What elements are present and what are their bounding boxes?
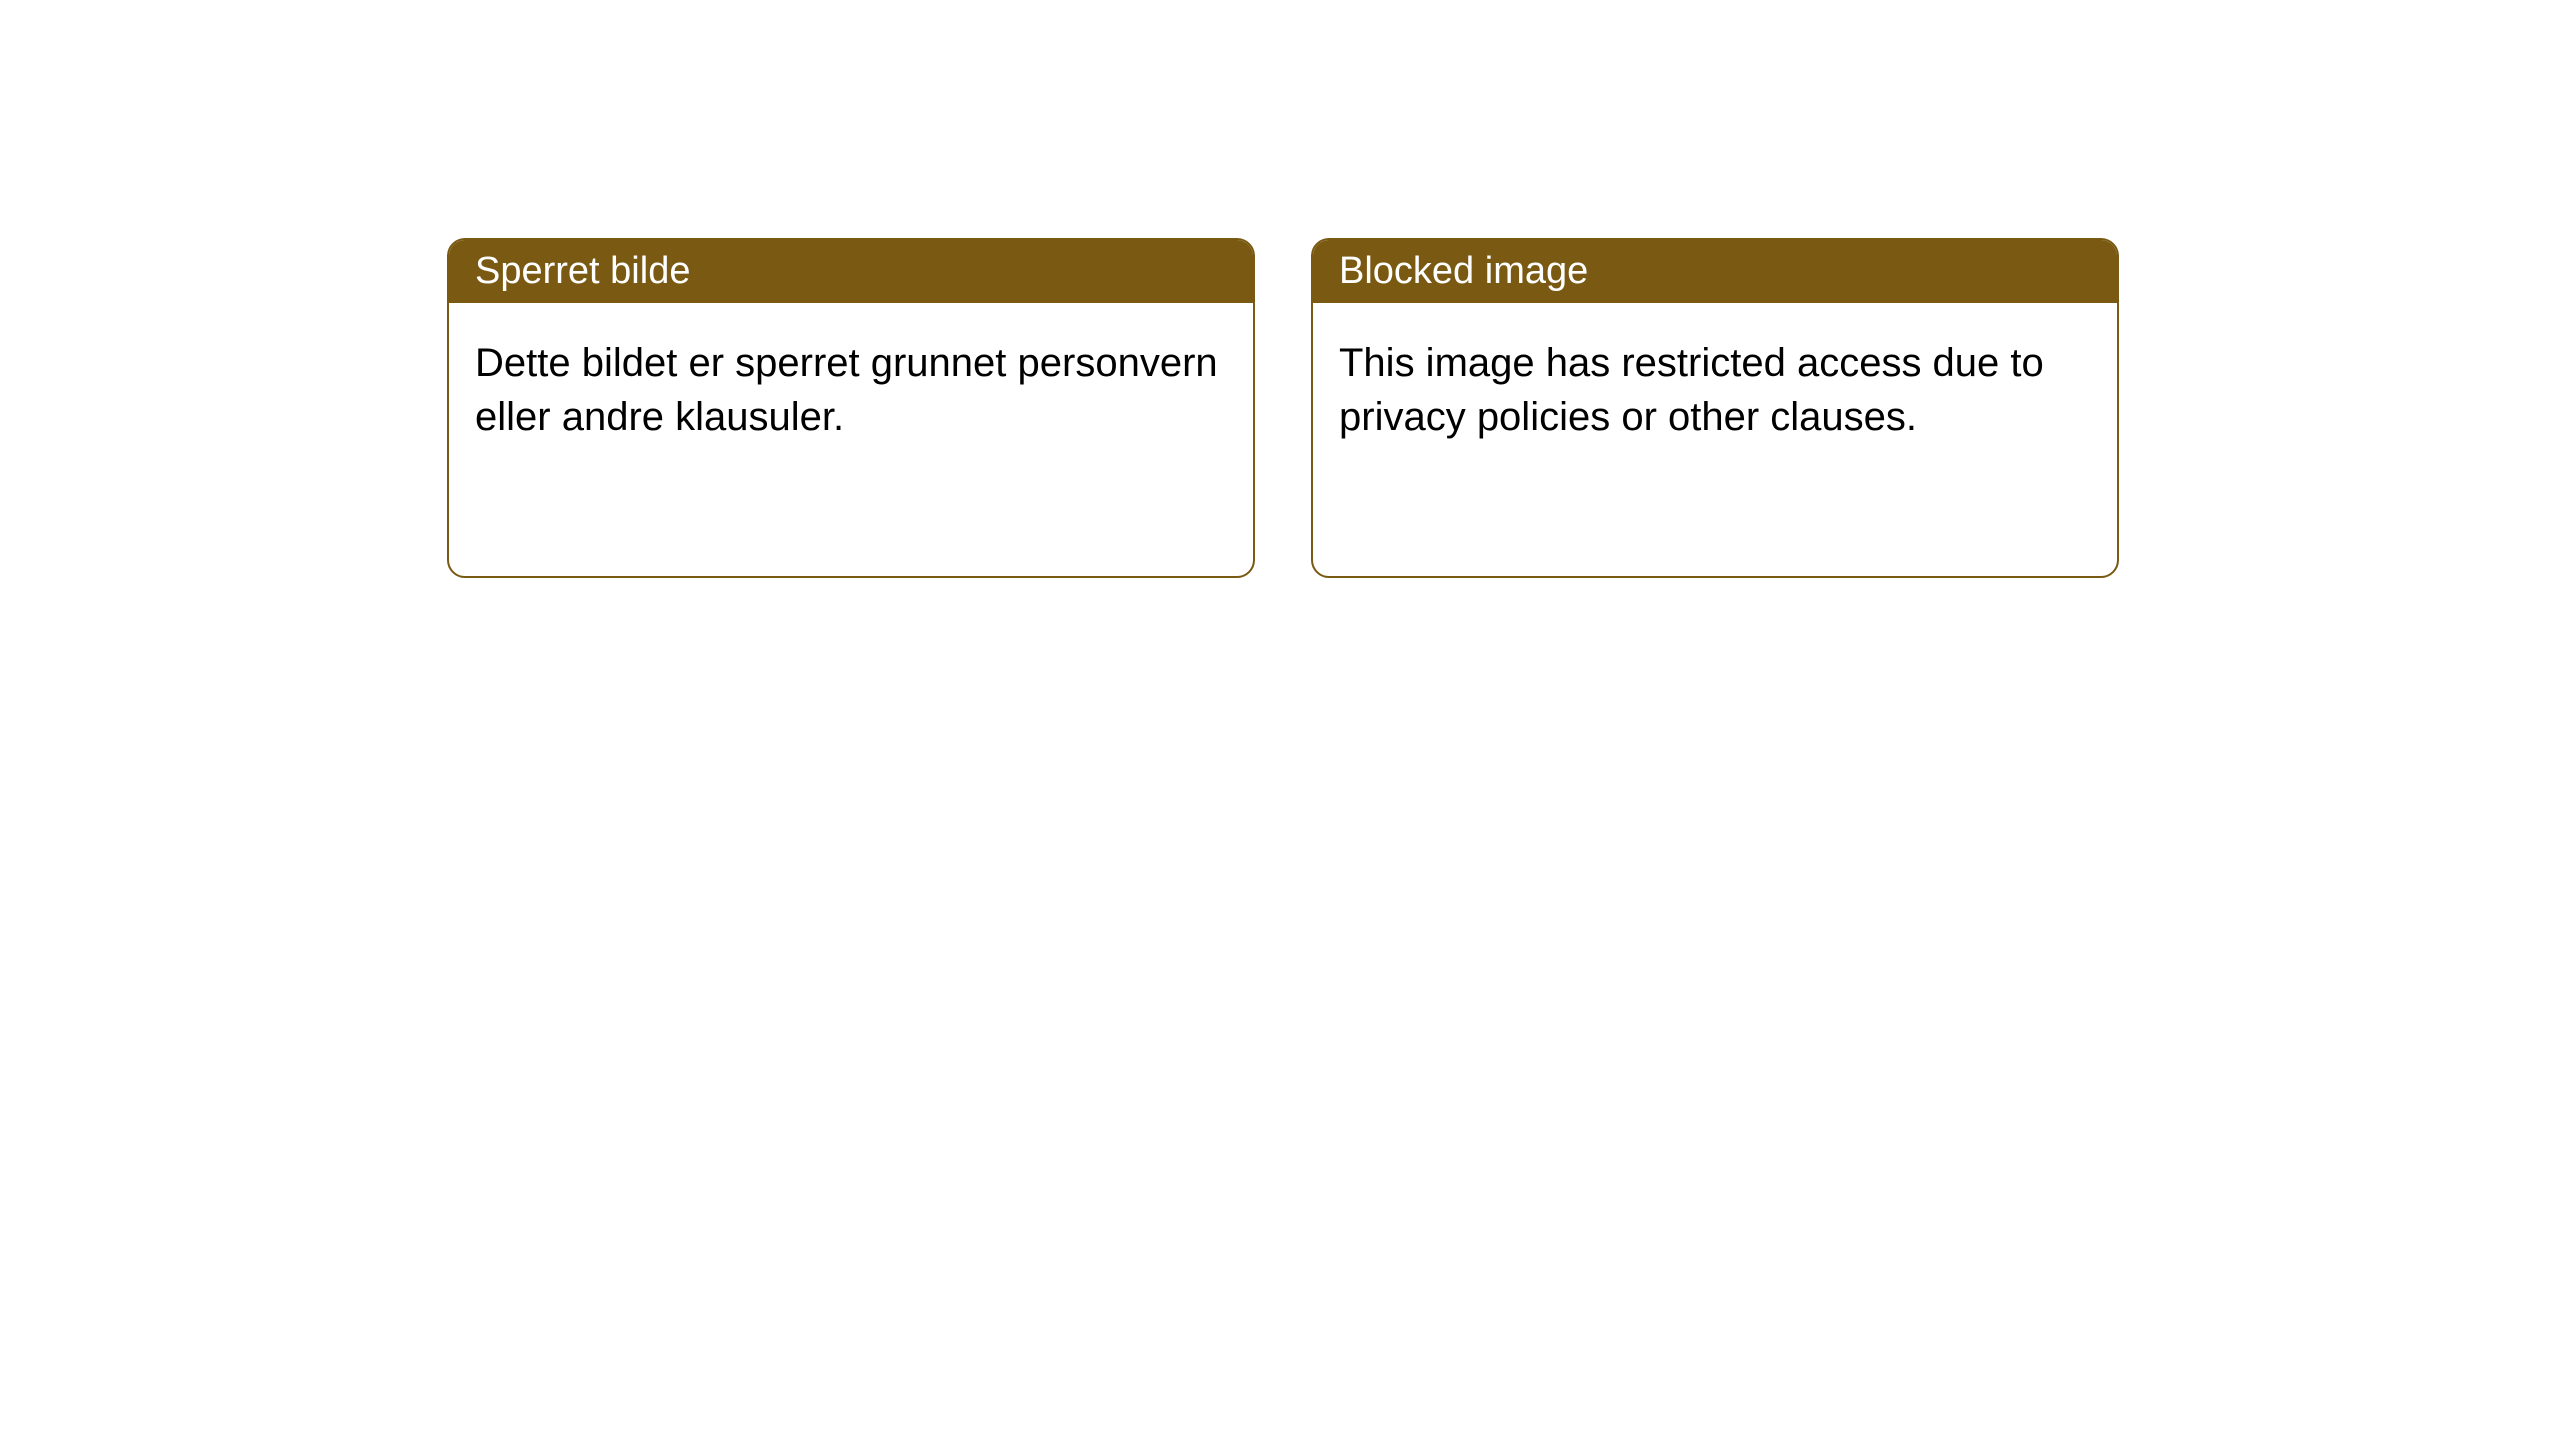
notice-title: Sperret bilde xyxy=(449,240,1253,303)
notice-container: Sperret bilde Dette bildet er sperret gr… xyxy=(447,238,2119,578)
notice-card-english: Blocked image This image has restricted … xyxy=(1311,238,2119,578)
notice-title: Blocked image xyxy=(1313,240,2117,303)
notice-body: This image has restricted access due to … xyxy=(1313,303,2117,478)
notice-card-norwegian: Sperret bilde Dette bildet er sperret gr… xyxy=(447,238,1255,578)
notice-body: Dette bildet er sperret grunnet personve… xyxy=(449,303,1253,478)
